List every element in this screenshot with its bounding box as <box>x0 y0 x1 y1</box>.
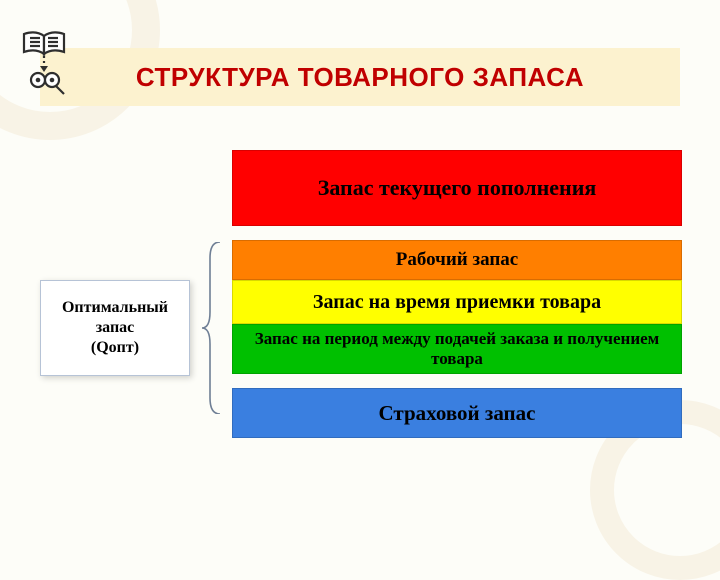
optimal-line1: Оптимальный <box>62 298 168 318</box>
bracket-icon <box>200 242 222 414</box>
block-safety-stock: Страховой запас <box>232 388 682 438</box>
stock-blocks: Запас текущего пополнения Рабочий запас … <box>232 150 682 438</box>
optimal-line3: (Qопт) <box>62 338 168 358</box>
title-band: СТРУКТУРА ТОВАРНОГО ЗАПАСА <box>40 48 680 106</box>
block-order-to-receipt: Запас на период между подачей заказа и п… <box>232 324 682 374</box>
optimal-stock-box: Оптимальный запас (Qопт) <box>40 280 190 376</box>
block-working-stock: Рабочий запас <box>232 240 682 280</box>
block-current-replenishment: Запас текущего пополнения <box>232 150 682 226</box>
book-search-icon <box>18 28 74 101</box>
page-title: СТРУКТУРА ТОВАРНОГО ЗАПАСА <box>136 62 584 93</box>
block-acceptance-time: Запас на время приемки товара <box>232 280 682 324</box>
optimal-line2: запас <box>62 318 168 338</box>
